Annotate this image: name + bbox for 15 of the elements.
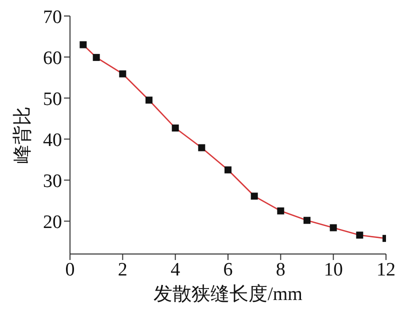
y-tick-label: 20 [43, 212, 62, 233]
y-tick-label: 50 [43, 88, 62, 110]
x-tick-label: 6 [223, 259, 233, 280]
y-tick-label: 60 [43, 48, 62, 69]
x-tick-label: 8 [276, 259, 286, 280]
x-tick-label: 10 [324, 259, 343, 280]
y-tick-label: 70 [43, 6, 62, 28]
x-tick-label: 0 [65, 259, 75, 280]
x-axis-title: 发散狭缝长度/mm [154, 283, 303, 305]
x-tick-label: 12 [376, 259, 396, 280]
x-tick-label: 2 [118, 259, 128, 280]
x-tick-label: 4 [170, 259, 181, 280]
y-tick-label: 30 [43, 170, 62, 192]
y-axis-title: 峰背比 [12, 106, 34, 164]
y-tick-label: 40 [43, 130, 62, 151]
